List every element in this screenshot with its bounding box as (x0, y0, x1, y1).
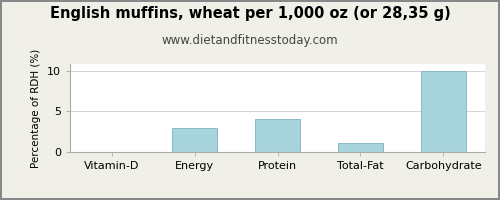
Bar (420, 71, 466, 152)
Bar (254, 119, 300, 152)
Y-axis label: Percentage of RDH (%): Percentage of RDH (%) (32, 48, 42, 168)
Bar (172, 128, 218, 152)
Text: English muffins, wheat per 1,000 oz (or 28,35 g): English muffins, wheat per 1,000 oz (or … (50, 6, 450, 21)
Bar (338, 143, 383, 152)
Text: www.dietandfitnesstoday.com: www.dietandfitnesstoday.com (162, 34, 338, 47)
